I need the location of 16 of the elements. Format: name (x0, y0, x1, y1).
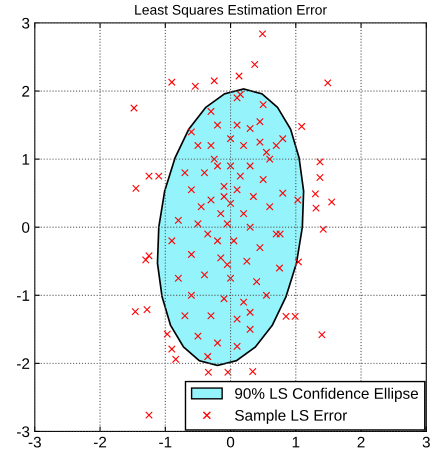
x-tick-label: 2 (358, 436, 365, 448)
legend-label: 90% LS Confidence Ellipse (235, 388, 418, 402)
y-tick-label: -1 (17, 290, 30, 301)
legend-label: Sample LS Error (235, 410, 348, 424)
y-tick-label: -3 (17, 426, 30, 438)
x-tick-label: 1 (292, 436, 300, 448)
x-tick-label: -2 (94, 436, 106, 448)
chart-title: Least Squares Estimation Error (135, 4, 327, 18)
y-tick-label: -2 (17, 358, 30, 369)
x-tick-label: 3 (422, 436, 430, 448)
y-tick-label: 3 (22, 18, 30, 29)
y-tick-label: 1 (22, 154, 30, 165)
y-tick-label: 0 (22, 222, 30, 233)
x-tick-label: -1 (159, 436, 172, 448)
y-tick-label: 2 (22, 86, 30, 97)
x-tick-label: 0 (226, 436, 234, 448)
